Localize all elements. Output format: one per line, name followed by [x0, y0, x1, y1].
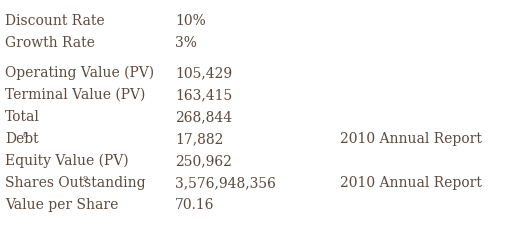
Text: Shares Outstanding: Shares Outstanding [5, 176, 146, 190]
Text: Discount Rate: Discount Rate [5, 14, 104, 28]
Text: Equity Value (PV): Equity Value (PV) [5, 154, 129, 168]
Text: 2010 Annual Report: 2010 Annual Report [340, 176, 482, 190]
Text: 3%: 3% [175, 36, 197, 50]
Text: 10%: 10% [175, 14, 206, 28]
Text: Growth Rate: Growth Rate [5, 36, 95, 50]
Text: Total: Total [5, 110, 40, 124]
Text: 8: 8 [22, 131, 28, 139]
Text: 105,429: 105,429 [175, 66, 232, 80]
Text: 2010 Annual Report: 2010 Annual Report [340, 132, 482, 146]
Text: 70.16: 70.16 [175, 198, 214, 212]
Text: 3,576,948,356: 3,576,948,356 [175, 176, 276, 190]
Text: 268,844: 268,844 [175, 110, 232, 124]
Text: 17,882: 17,882 [175, 132, 224, 146]
Text: 163,415: 163,415 [175, 88, 232, 102]
Text: Operating Value (PV): Operating Value (PV) [5, 66, 154, 80]
Text: 9: 9 [83, 175, 88, 183]
Text: Terminal Value (PV): Terminal Value (PV) [5, 88, 146, 102]
Text: Debt: Debt [5, 132, 39, 146]
Text: Value per Share: Value per Share [5, 198, 118, 212]
Text: 250,962: 250,962 [175, 154, 232, 168]
